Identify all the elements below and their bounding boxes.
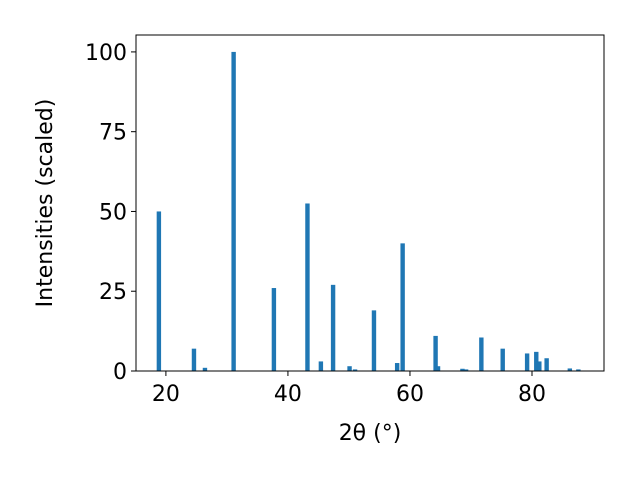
- y-tick-label: 0: [113, 360, 127, 385]
- bar: [534, 351, 539, 371]
- bar: [567, 368, 573, 371]
- y-tick-label: 100: [85, 41, 127, 66]
- bar: [352, 369, 358, 371]
- bar: [463, 369, 469, 371]
- bar: [544, 358, 549, 371]
- x-tick-label: 40: [274, 382, 302, 407]
- bar: [433, 335, 438, 371]
- y-axis-label: Intensities (scaled): [33, 99, 58, 308]
- bar: [330, 284, 336, 371]
- x-tick-label: 80: [518, 382, 546, 407]
- bar: [231, 51, 236, 371]
- bar: [479, 337, 484, 371]
- bar: [524, 353, 530, 371]
- bar: [394, 363, 400, 371]
- bar: [191, 348, 197, 371]
- y-tick-label: 25: [99, 280, 127, 305]
- x-axis-label: 2θ (°): [339, 421, 402, 446]
- y-tick-label: 75: [99, 121, 127, 146]
- bar: [371, 310, 377, 371]
- bar: [318, 361, 324, 371]
- bar: [576, 369, 581, 371]
- bar: [460, 368, 465, 371]
- bar: [156, 211, 162, 371]
- bar: [347, 366, 352, 371]
- bar: [400, 243, 405, 371]
- x-tick-label: 60: [396, 382, 424, 407]
- bar: [500, 348, 505, 371]
- plot-frame: [135, 34, 605, 372]
- x-tick-label: 20: [152, 382, 180, 407]
- bar: [537, 361, 542, 371]
- y-tick-label: 50: [99, 200, 127, 225]
- bar: [202, 367, 208, 371]
- bar: [271, 288, 277, 371]
- bar: [305, 203, 310, 371]
- bar: [435, 366, 441, 371]
